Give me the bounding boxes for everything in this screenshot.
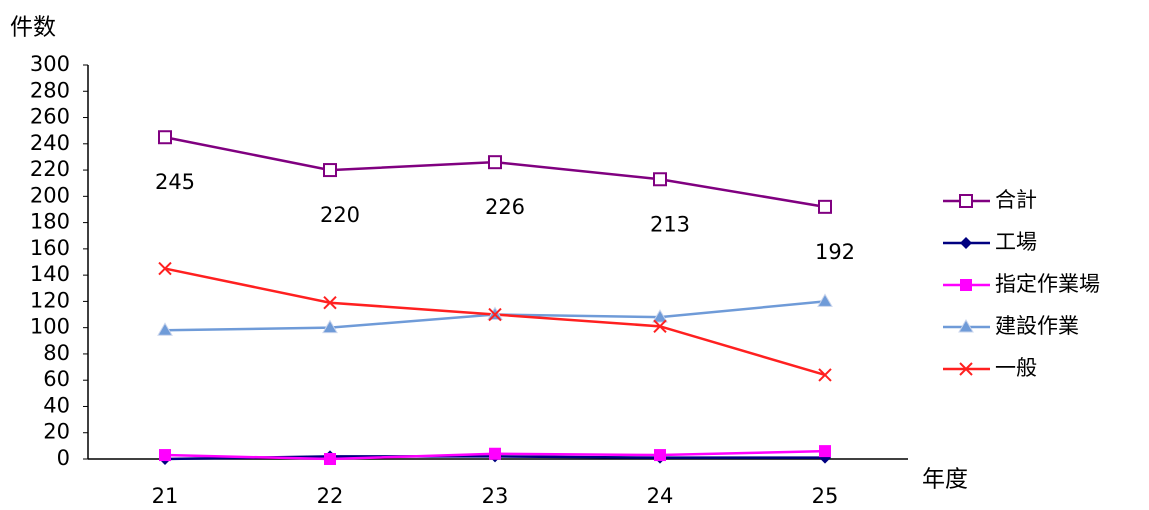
marker <box>960 237 972 249</box>
y-tick-label: 80 <box>43 341 70 365</box>
x-tick-label: 22 <box>317 484 344 508</box>
series-line <box>164 267 826 377</box>
marker <box>158 261 172 276</box>
legend-label: 指定作業場 <box>995 272 1100 296</box>
marker <box>958 319 974 333</box>
y-tick-label: 100 <box>30 315 70 339</box>
marker <box>489 447 501 460</box>
marker <box>817 293 833 307</box>
marker <box>819 445 831 458</box>
data-label: 245 <box>155 170 195 194</box>
marker <box>488 155 502 170</box>
y-tick-label: 120 <box>30 288 70 312</box>
data-label: 220 <box>320 203 360 227</box>
y-tick-label: 20 <box>43 420 70 444</box>
marker <box>159 449 171 462</box>
y-tick-label: 220 <box>30 157 70 181</box>
y-tick-label: 140 <box>30 262 70 286</box>
marker <box>322 319 338 334</box>
y-tick-label: 280 <box>30 78 70 102</box>
marker <box>818 368 832 382</box>
data-label: 192 <box>815 240 855 264</box>
legend-label: 建設作業 <box>995 314 1079 338</box>
marker <box>654 449 666 462</box>
x-tick-label: 24 <box>647 484 674 508</box>
marker <box>653 319 667 334</box>
marker <box>818 199 832 214</box>
x-tick-label: 23 <box>482 484 509 508</box>
marker <box>323 296 337 310</box>
y-tick-label: 160 <box>30 236 70 260</box>
y-tick-label: 60 <box>43 367 70 391</box>
x-axis-label: 年度 <box>922 467 968 493</box>
legend-label: 一般 <box>995 356 1037 380</box>
y-tick-label: 0 <box>57 446 70 470</box>
y-tick-label: 300 <box>30 52 70 76</box>
marker <box>959 362 973 376</box>
marker <box>652 309 668 323</box>
y-tick-label: 240 <box>30 131 70 155</box>
marker <box>959 194 973 208</box>
marker <box>488 307 502 322</box>
x-tick-label: 21 <box>152 484 179 508</box>
legend-label: 合計 <box>995 188 1037 212</box>
y-tick-label: 260 <box>30 105 70 129</box>
y-axis-label: 件数 <box>10 15 56 41</box>
legend-label: 工場 <box>995 230 1037 254</box>
marker <box>158 130 172 145</box>
y-tick-label: 180 <box>30 210 70 234</box>
marker <box>157 322 173 336</box>
marker <box>653 172 667 187</box>
marker <box>324 453 336 465</box>
data-label: 213 <box>650 212 690 236</box>
marker <box>960 279 972 291</box>
y-tick-label: 200 <box>30 183 70 207</box>
y-tick-label: 40 <box>43 393 70 417</box>
x-tick-label: 25 <box>812 484 839 508</box>
data-label: 226 <box>485 195 525 219</box>
marker <box>323 163 337 178</box>
